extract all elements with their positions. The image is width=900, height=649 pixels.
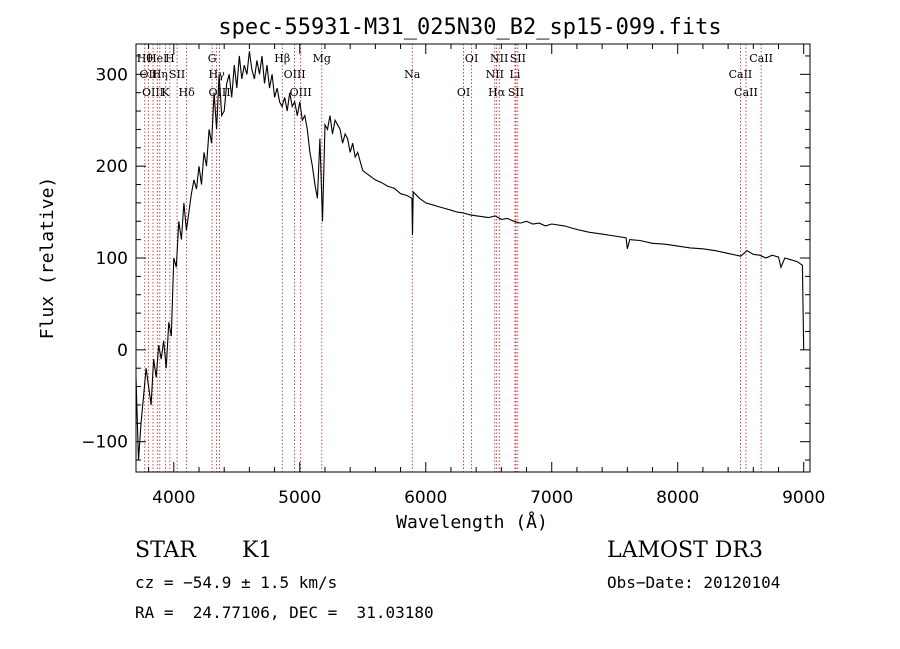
line-marker-label: OI xyxy=(457,86,470,99)
object-subclass: K1 xyxy=(242,538,273,563)
y-tick-label: 100 xyxy=(96,249,128,269)
y-tick-label: 200 xyxy=(96,157,128,177)
x-tick-label: 8000 xyxy=(656,488,699,508)
y-tick-label: 300 xyxy=(96,65,128,85)
redshift-velocity: cz = −54.9 ± 1.5 km/s xyxy=(135,573,338,592)
x-tick-label: 7000 xyxy=(530,488,573,508)
line-marker-label: CaII xyxy=(749,52,773,65)
y-axis-label: Flux (relative) xyxy=(37,177,58,340)
line-marker-label: OIII xyxy=(142,86,164,99)
x-tick-label: 9000 xyxy=(782,488,825,508)
line-marker-label: SII xyxy=(510,52,526,65)
line-marker-label: Hθ xyxy=(137,52,154,65)
object-class: STAR xyxy=(135,538,196,563)
line-marker-label: Li xyxy=(510,68,521,81)
line-marker-label: OII xyxy=(139,68,157,81)
x-tick-label: 4000 xyxy=(152,488,195,508)
x-tick-label: 6000 xyxy=(404,488,447,508)
line-marker-label: Hδ xyxy=(179,86,196,99)
line-marker-label: OI xyxy=(465,52,478,65)
spectrum-series-line xyxy=(135,51,805,461)
line-marker-label: CaII xyxy=(734,86,758,99)
chart-title: spec-55931-M31_025N30_B2_sp15-099.fits xyxy=(218,15,721,40)
line-marker-label: NII xyxy=(490,52,508,65)
line-marker-label: Hα xyxy=(488,86,506,99)
line-marker-label: Hγ xyxy=(209,68,226,81)
line-marker-label: G xyxy=(208,52,217,65)
line-marker-label: Na xyxy=(404,68,421,81)
line-marker-label: SII xyxy=(169,68,185,81)
line-marker-label: OIII xyxy=(290,86,312,99)
x-axis: 4000 5000 6000 7000 8000 9000 xyxy=(148,44,825,508)
y-tick-label: 0 xyxy=(117,341,128,361)
line-marker-label: NII xyxy=(486,68,504,81)
line-marker-label: H xyxy=(165,52,175,65)
line-marker-label: OIII xyxy=(284,68,306,81)
line-marker-label: SII xyxy=(508,86,524,99)
line-marker-label: K xyxy=(161,86,170,99)
line-marker-label: Mg xyxy=(313,52,331,65)
x-axis-label: Wavelength (Å) xyxy=(396,511,548,533)
line-marker-label: HeI xyxy=(147,52,167,65)
line-marker-label: Hβ xyxy=(274,52,290,65)
y-axis: −100 0 100 200 300 xyxy=(81,55,810,461)
y-tick-label: −100 xyxy=(81,433,128,453)
spectral-line-markers: HθOIIOIIIHeIHηKHSIIHδGHγOIIIHβOIIIOIIIMg… xyxy=(137,44,773,472)
ra-dec-coordinates: RA = 24.77106, DEC = 31.03180 xyxy=(135,603,434,622)
observation-date: Obs−Date: 20120104 xyxy=(607,573,781,592)
x-tick-label: 5000 xyxy=(278,488,321,508)
line-marker-label: CaII xyxy=(729,68,753,81)
survey-name: LAMOST DR3 xyxy=(607,538,763,563)
line-marker-label: Hη xyxy=(152,68,168,81)
plot-frame xyxy=(135,43,811,473)
